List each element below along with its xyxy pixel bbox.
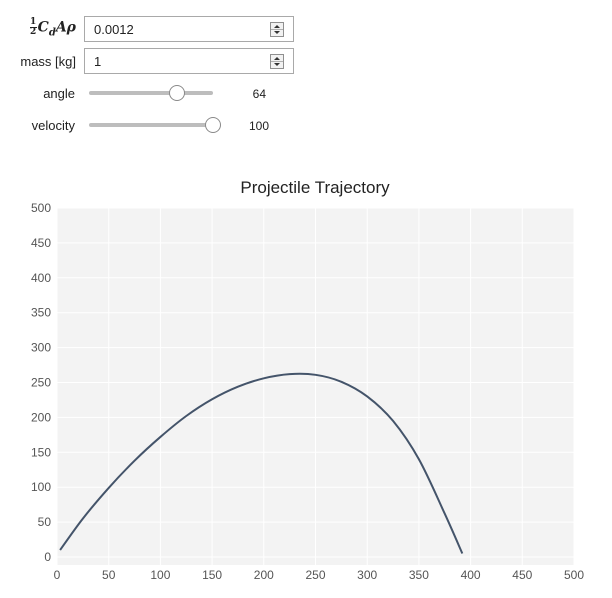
x-tick-label: 500 xyxy=(564,568,584,582)
y-tick-label: 150 xyxy=(31,445,51,459)
x-tick-label: 350 xyxy=(409,568,429,582)
velocity-slider[interactable] xyxy=(89,115,221,135)
velocity-label: velocity xyxy=(31,118,75,133)
angle-value: 64 xyxy=(252,87,266,101)
mass-spinner[interactable] xyxy=(270,54,284,69)
x-tick-label: 200 xyxy=(254,568,274,582)
y-tick-label: 0 xyxy=(44,550,51,564)
velocity-slider-track[interactable] xyxy=(89,123,213,127)
drag-coefficient-spinner[interactable] xyxy=(270,22,284,37)
spin-down-icon[interactable] xyxy=(274,63,280,66)
x-tick-label: 150 xyxy=(202,568,222,582)
x-tick-label: 300 xyxy=(357,568,377,582)
x-tick-label: 100 xyxy=(150,568,170,582)
trajectory-line xyxy=(59,372,464,554)
spin-up-icon[interactable] xyxy=(274,25,280,28)
y-tick-label: 200 xyxy=(31,410,51,424)
mass-input[interactable]: 1 xyxy=(84,48,294,74)
velocity-slider-thumb[interactable] xyxy=(205,117,221,133)
angle-slider[interactable] xyxy=(89,83,213,103)
spin-down-icon[interactable] xyxy=(274,31,280,34)
y-tick-label: 500 xyxy=(31,201,51,215)
y-tick-label: 50 xyxy=(38,515,52,529)
y-tick-label: 350 xyxy=(31,306,51,320)
y-tick-label: 400 xyxy=(31,271,51,285)
y-tick-label: 250 xyxy=(31,376,51,390)
angle-label: angle xyxy=(43,86,75,101)
x-tick-label: 250 xyxy=(305,568,325,582)
y-tick-label: 450 xyxy=(31,236,51,250)
chart-title: Projectile Trajectory xyxy=(240,178,390,197)
x-tick-label: 400 xyxy=(461,568,481,582)
drag-coefficient-value: 0.0012 xyxy=(94,22,134,37)
spinner-divider xyxy=(271,61,283,62)
x-tick-label: 450 xyxy=(512,568,532,582)
x-tick-label: 0 xyxy=(54,568,61,582)
spinner-divider xyxy=(271,29,283,30)
drag-coefficient-input[interactable]: 0.0012 xyxy=(84,16,294,42)
mass-value: 1 xyxy=(94,54,102,69)
angle-slider-track[interactable] xyxy=(89,91,213,95)
y-tick-label: 300 xyxy=(31,341,51,355)
spin-up-icon[interactable] xyxy=(274,57,280,60)
velocity-value: 100 xyxy=(248,119,269,133)
angle-slider-thumb[interactable] xyxy=(169,85,186,101)
drag-coefficient-label: 1 2 CdAρ xyxy=(29,17,76,39)
mass-label: mass [kg] xyxy=(20,54,76,69)
x-tick-label: 50 xyxy=(102,568,116,582)
y-tick-label: 100 xyxy=(31,480,51,494)
